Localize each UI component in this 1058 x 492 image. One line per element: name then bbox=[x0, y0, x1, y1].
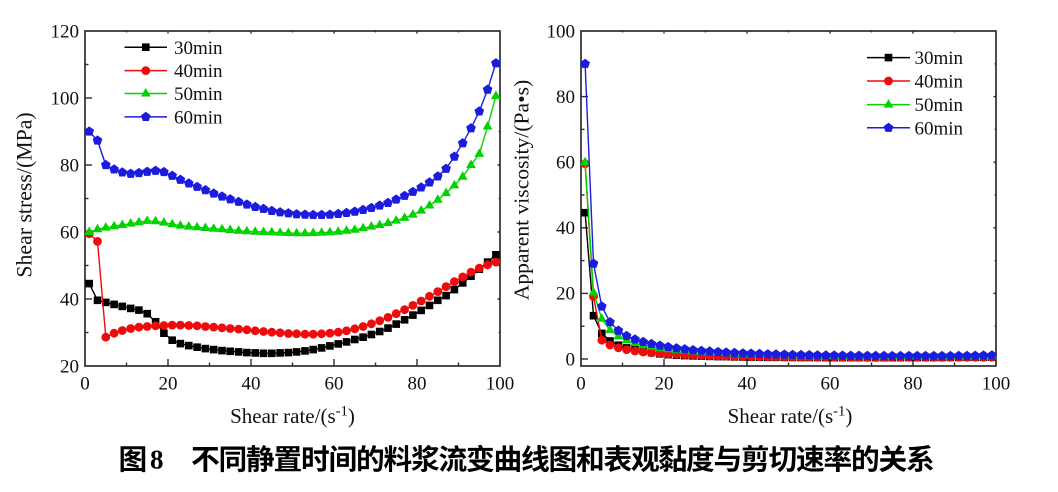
svg-text:50min: 50min bbox=[174, 84, 223, 105]
svg-text:100: 100 bbox=[51, 88, 80, 109]
svg-text:30min: 30min bbox=[174, 38, 223, 59]
svg-text:40: 40 bbox=[556, 218, 575, 239]
svg-text:20: 20 bbox=[159, 374, 178, 395]
svg-text:20: 20 bbox=[655, 374, 674, 395]
svg-text:80: 80 bbox=[556, 87, 575, 108]
svg-text:60: 60 bbox=[821, 374, 840, 395]
svg-text:80: 80 bbox=[904, 374, 923, 395]
svg-text:40min: 40min bbox=[174, 61, 223, 82]
svg-text:30min: 30min bbox=[915, 48, 964, 69]
svg-text:0: 0 bbox=[566, 349, 576, 370]
svg-text:50min: 50min bbox=[915, 95, 964, 116]
svg-text:20: 20 bbox=[556, 284, 575, 305]
svg-text:0: 0 bbox=[576, 374, 586, 395]
svg-text:60min: 60min bbox=[915, 118, 964, 139]
svg-text:60: 60 bbox=[60, 222, 79, 243]
svg-text:Apparent viscosity/(Pa•s): Apparent viscosity/(Pa•s) bbox=[510, 80, 534, 300]
svg-text:Shear rate/(s-1): Shear rate/(s-1) bbox=[728, 404, 853, 428]
svg-text:8: 8 bbox=[150, 445, 164, 475]
svg-text:Shear stress/(MPa): Shear stress/(MPa) bbox=[13, 112, 37, 277]
svg-text:60: 60 bbox=[325, 374, 344, 395]
svg-text:100: 100 bbox=[547, 21, 576, 42]
svg-text:40: 40 bbox=[738, 374, 757, 395]
svg-text:60: 60 bbox=[556, 153, 575, 174]
svg-text:40min: 40min bbox=[915, 72, 964, 93]
svg-text:60min: 60min bbox=[174, 108, 223, 129]
svg-text:40: 40 bbox=[242, 374, 261, 395]
svg-text:100: 100 bbox=[486, 374, 515, 395]
svg-text:100: 100 bbox=[982, 374, 1011, 395]
svg-text:80: 80 bbox=[60, 155, 79, 176]
svg-text:80: 80 bbox=[408, 374, 427, 395]
svg-text:120: 120 bbox=[51, 21, 80, 42]
svg-text:20: 20 bbox=[60, 356, 79, 377]
svg-text:0: 0 bbox=[80, 374, 90, 395]
svg-text:40: 40 bbox=[60, 289, 79, 310]
svg-text:Shear rate/(s-1): Shear rate/(s-1) bbox=[230, 404, 355, 428]
